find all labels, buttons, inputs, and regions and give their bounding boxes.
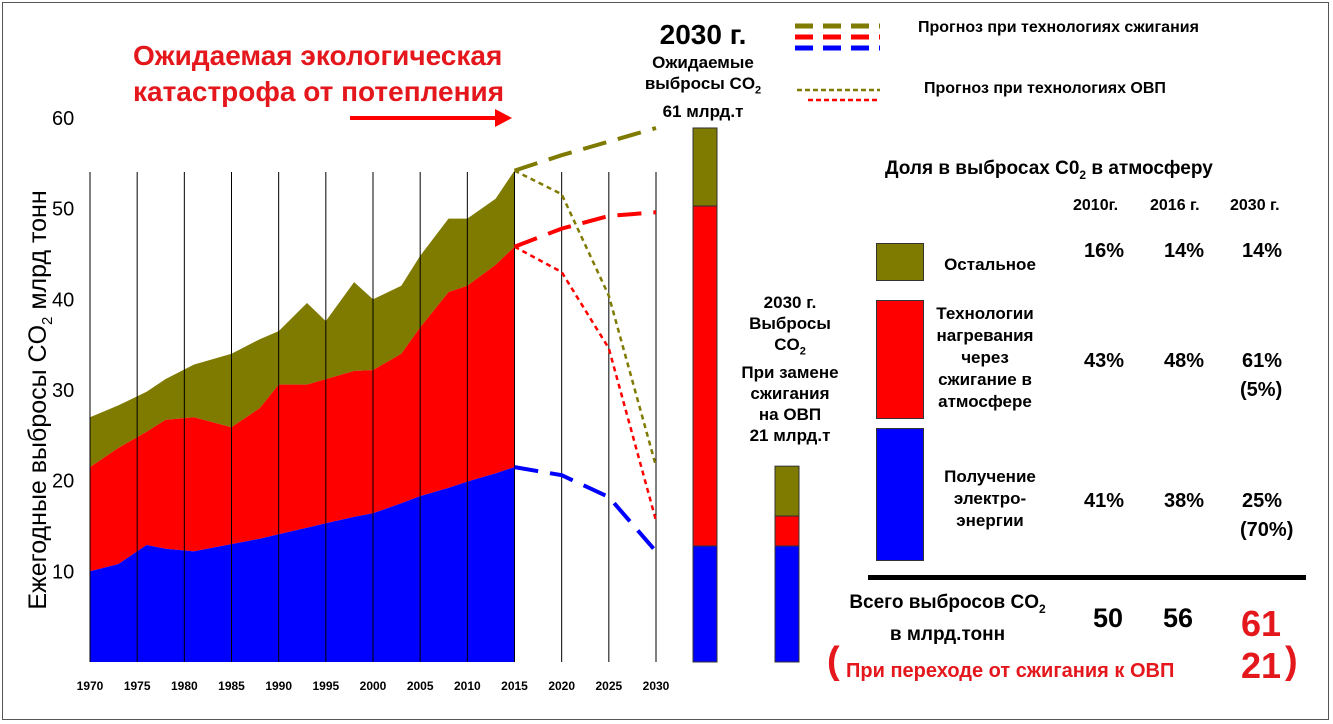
cell-power-ovp: (70%): [1240, 519, 1294, 541]
grid-lines: [89, 172, 657, 662]
x-tick-2020: 2020: [548, 679, 575, 693]
row-label-power: Получение электро-энергии: [944, 467, 1036, 530]
y-axis-label-group: Ежегодные выбросы CO2 млрд тонн: [24, 190, 56, 609]
y-tick-10: 10: [52, 561, 74, 583]
legend-swatches: [795, 23, 880, 102]
x-tick-2005: 2005: [407, 679, 434, 693]
total-label: Всего выбросов CO2 в млрд.тонн: [849, 592, 1046, 645]
x-tick-1975: 1975: [124, 679, 151, 693]
bar-2030-ovp-seg-1: [774, 515, 800, 547]
headline-line-1: Ожидаемая экологическая: [133, 40, 503, 71]
bar-2030-burn-seg-2: [692, 127, 718, 207]
cell-heat-2010: 43%: [1084, 350, 1125, 372]
ovp-line-6: на ОВП: [758, 405, 822, 425]
y-axis-label: Ежегодные выбросы CO2 млрд тонн: [24, 190, 56, 609]
legend-ovp-label: Прогноз при технологиях ОВП: [924, 80, 1166, 97]
cell-other-2016: 14%: [1164, 240, 1205, 262]
forecast-burn-heat: [513, 210, 657, 249]
row-label-heat: Технологии нагревания через сжигание в атмос…: [936, 304, 1034, 411]
ovp-line-2: Выбросы: [749, 314, 831, 333]
cell-heat-ovp: (5%): [1240, 379, 1283, 401]
total-2010: 50: [1093, 603, 1124, 633]
y-tick-20: 20: [52, 471, 74, 493]
ovp-line-1: 2030 г.: [763, 293, 817, 312]
share-table-title: Доля в выбросах C02 в атмосферу: [885, 158, 1213, 182]
forecast-line-1: Ожидаемые: [652, 53, 754, 72]
col-2030: 2030 г.: [1230, 197, 1280, 214]
x-tick-1995: 1995: [312, 679, 339, 693]
ovp-total: 21: [1241, 645, 1282, 686]
y-tick-40: 40: [52, 289, 74, 311]
x-tick-1970: 1970: [77, 679, 104, 693]
ovp-note: При переходе от сжигания к ОВП: [846, 660, 1175, 682]
forecast-lines: [513, 126, 658, 553]
x-tick-1985: 1985: [218, 679, 245, 693]
area-heat: [90, 246, 515, 572]
ovp-note-close-paren: ): [1285, 640, 1298, 682]
area-other: [90, 170, 515, 468]
headline: Ожидаемая экологическая катастрофа от по…: [133, 38, 504, 110]
ovp-line-4: При замене: [741, 363, 839, 383]
ovp-line-7: 21 млрд.т: [749, 426, 831, 446]
forecast-burn-power: [514, 465, 658, 553]
warning-arrow: [350, 109, 512, 127]
forecast-line-3: 61 млрд.т: [662, 102, 744, 122]
ovp-note-open-paren: (: [827, 640, 840, 682]
forecast-ovp-total: [513, 169, 658, 467]
cell-power-2010: 41%: [1084, 490, 1125, 512]
area-power: [90, 467, 515, 662]
bar-2030-ovp-seg-0: [774, 545, 800, 663]
forecast-header: 2030 г. Ожидаемые выбросы CO2 61 млрд.т: [628, 18, 778, 122]
ovp-line-5: сжигания: [750, 384, 830, 404]
y-tick-30: 30: [52, 380, 74, 402]
col-2010: 2010г.: [1073, 197, 1119, 214]
stacked-bars: [692, 127, 800, 663]
legend-burn-label: Прогноз при технологиях сжигания: [918, 19, 1199, 36]
cell-other-2030: 14%: [1242, 240, 1283, 262]
y-tick-60: 60: [52, 108, 74, 130]
x-tick-2010: 2010: [454, 679, 481, 693]
forecast-year: 2030 г.: [659, 19, 747, 50]
col-2016: 2016 г.: [1150, 197, 1200, 214]
x-tick-2030: 2030: [643, 679, 670, 693]
forecast-line-2: выбросы CO2: [644, 74, 762, 97]
total-divider: [868, 575, 1306, 580]
total-2016: 56: [1163, 603, 1194, 633]
x-tick-2015: 2015: [501, 679, 528, 693]
swatch-power: [876, 428, 924, 561]
ovp-line-3: CO2: [774, 335, 806, 358]
bar-2030-burn-seg-0: [692, 545, 718, 663]
total-2030: 61: [1241, 603, 1282, 644]
forecast-burn-total: [513, 126, 657, 173]
row-label-other: Остальное: [944, 255, 1036, 274]
y-tick-50: 50: [52, 199, 74, 221]
bar-2030-burn-seg-1: [692, 205, 718, 547]
x-tick-1990: 1990: [265, 679, 292, 693]
cell-heat-2030: 61%: [1242, 350, 1283, 372]
x-tick-1980: 1980: [171, 679, 198, 693]
x-tick-2000: 2000: [360, 679, 387, 693]
area-layers: [90, 170, 515, 662]
cell-other-2010: 16%: [1084, 240, 1125, 262]
forecast-ovp-heat: [513, 245, 658, 521]
swatch-heat: [876, 300, 924, 419]
swatch-other: [876, 243, 924, 281]
bar-2030-ovp-seg-2: [774, 465, 800, 517]
cell-power-2016: 38%: [1164, 490, 1205, 512]
arrow-head: [495, 109, 512, 127]
cell-heat-2016: 48%: [1164, 350, 1205, 372]
ovp-header: 2030 г. Выбросы CO2 При замене сжигания …: [726, 292, 854, 446]
headline-line-2: катастрофа от потепления: [133, 76, 505, 107]
cell-power-2030: 25%: [1242, 490, 1283, 512]
x-tick-2025: 2025: [595, 679, 622, 693]
